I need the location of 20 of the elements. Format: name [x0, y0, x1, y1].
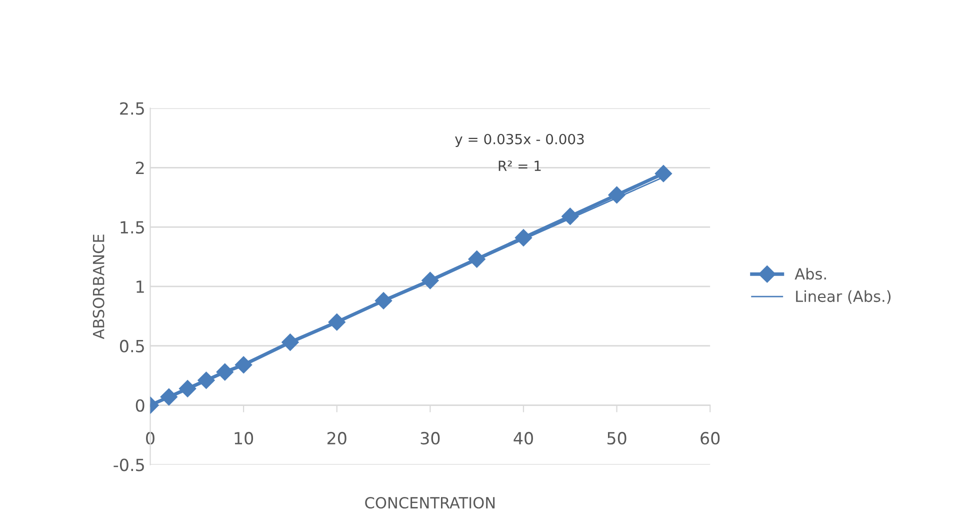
annotation: R² = 1	[498, 160, 541, 171]
x-tick-label: 50	[607, 432, 626, 445]
y-tick-label: 2.5	[120, 102, 144, 115]
y-axis-title: ABSORBANCE	[92, 234, 104, 340]
x-tick-label: 20	[327, 432, 346, 445]
x-tick-label: 40	[514, 432, 533, 445]
x-tick-label: 0	[146, 432, 154, 445]
annotation: y = 0.035x - 0.003	[455, 134, 584, 148]
x-tick-label: 30	[420, 432, 440, 445]
y-tick-label: 0	[136, 399, 144, 412]
y-tick-label: 1.5	[120, 221, 144, 234]
legend-label: Abs.	[794, 268, 826, 280]
x-tick-label: 10	[234, 432, 254, 445]
y-tick-label: 0.5	[120, 340, 144, 352]
x-axis-title: CONCENTRATION	[365, 496, 495, 509]
x-tick-label: 60	[700, 432, 720, 445]
legend-label: Linear (Abs.)	[796, 290, 891, 304]
y-tick-label: 1	[136, 280, 144, 293]
y-tick-label: -0.5	[114, 458, 144, 472]
y-tick-label: 2	[136, 162, 144, 174]
